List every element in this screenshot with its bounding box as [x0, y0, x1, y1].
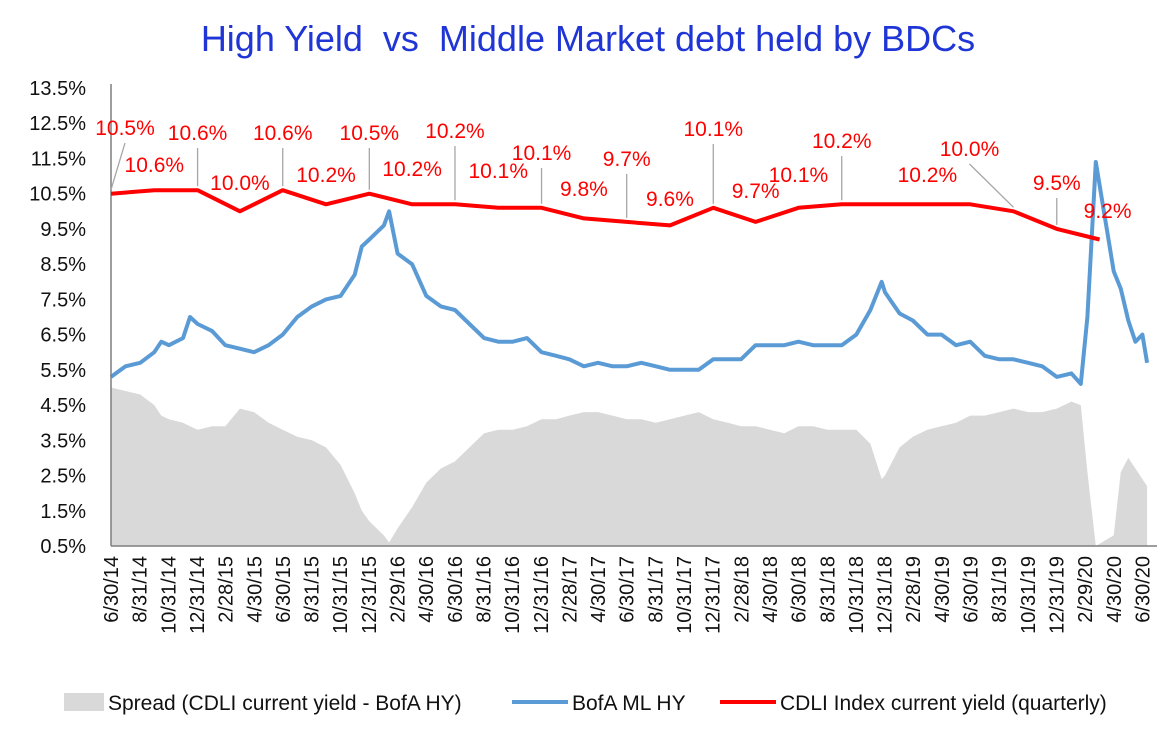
chart-title: High Yield vs Middle Market debt held by…	[200, 18, 976, 59]
x-tick-label: 12/31/19	[1046, 556, 1068, 634]
cdli-data-label: 10.1%	[684, 118, 744, 141]
x-tick-label: 2/28/17	[559, 556, 581, 623]
cdli-data-label: 9.8%	[560, 178, 608, 201]
leader-line	[110, 142, 126, 190]
x-tick-label: 8/31/17	[645, 556, 667, 623]
cdli-data-label: 10.6%	[125, 154, 185, 177]
cdli-data-label: 10.5%	[95, 117, 155, 140]
x-tick-label: 6/30/15	[273, 556, 295, 623]
x-tick-label: 8/31/16	[473, 556, 495, 623]
x-tick-label: 6/30/17	[617, 556, 639, 623]
x-tick-label: 12/31/15	[359, 556, 381, 634]
cdli-data-label: 10.5%	[340, 122, 400, 145]
legend-label: Spread (CDLI current yield - BofA HY)	[108, 692, 462, 715]
cdli-data-label: 9.2%	[1084, 200, 1132, 223]
x-tick-label: 4/30/16	[416, 556, 438, 623]
y-tick-label: 3.5%	[40, 430, 86, 452]
x-tick-label: 10/31/19	[1018, 556, 1040, 634]
y-tick-label: 12.5%	[29, 113, 86, 135]
y-tick-label: 13.5%	[29, 78, 86, 100]
legend-label: CDLI Index current yield (quarterly)	[780, 692, 1107, 715]
x-tick-label: 4/30/15	[244, 556, 266, 623]
cdli-data-label: 10.2%	[812, 130, 872, 153]
x-tick-label: 8/31/19	[989, 556, 1011, 623]
x-tick-label: 6/30/19	[961, 556, 983, 623]
y-tick-label: 11.5%	[31, 148, 86, 170]
x-tick-label: 10/31/17	[674, 556, 696, 634]
cdli-data-label: 10.0%	[940, 138, 1000, 161]
y-tick-label: 8.5%	[40, 254, 86, 276]
x-tick-label: 6/30/20	[1132, 556, 1154, 623]
cdli-data-label: 10.1%	[512, 142, 572, 165]
cdli-data-label: 10.1%	[769, 164, 829, 187]
cdli-data-label: 10.2%	[296, 164, 356, 187]
x-tick-label: 10/31/14	[158, 556, 180, 634]
x-tick-label: 2/28/19	[903, 556, 925, 623]
x-tick-label: 10/31/16	[502, 556, 524, 634]
bofa-hy-line	[109, 160, 1150, 386]
cdli-data-label: 10.2%	[425, 120, 485, 143]
cdli-data-label: 9.6%	[646, 188, 694, 211]
cdli-line	[110, 188, 1101, 242]
x-tick-label: 8/31/15	[302, 556, 324, 623]
y-tick-label: 1.5%	[40, 501, 86, 523]
y-tick-label: 4.5%	[40, 395, 86, 417]
cdli-data-label: 10.6%	[253, 122, 313, 145]
x-tick-label: 6/30/16	[445, 556, 467, 623]
cdli-data-label: 9.5%	[1033, 172, 1081, 195]
x-tick-label: 4/30/17	[588, 556, 610, 623]
x-tick-label: 10/31/15	[330, 556, 352, 634]
x-tick-label: 8/31/14	[130, 556, 152, 623]
x-tick-label: 12/31/17	[703, 556, 725, 634]
y-tick-label: 5.5%	[40, 360, 86, 382]
x-tick-label: 6/30/18	[789, 556, 811, 623]
x-tick-label: 4/30/18	[760, 556, 782, 623]
x-tick-label: 2/29/20	[1075, 556, 1097, 623]
cdli-data-label: 10.2%	[898, 164, 958, 187]
y-tick-label: 0.5%	[40, 536, 86, 558]
x-tick-label: 2/28/15	[216, 556, 238, 623]
cdli-data-label: 10.0%	[210, 172, 270, 195]
x-tick-label: 2/29/16	[388, 556, 410, 623]
cdli-data-label: 9.7%	[732, 180, 780, 203]
spread-area	[111, 387, 1148, 546]
cdli-data-label: 10.1%	[468, 160, 528, 183]
x-tick-label: 2/28/18	[731, 556, 753, 623]
x-tick-label: 10/31/18	[846, 556, 868, 634]
y-tick-label: 10.5%	[29, 184, 86, 206]
legend-label: BofA ML HY	[572, 692, 686, 715]
x-tick-label: 6/30/14	[101, 556, 123, 623]
y-tick-label: 2.5%	[40, 466, 86, 488]
x-tick-label: 4/30/20	[1104, 556, 1126, 623]
x-tick-label: 12/31/14	[187, 556, 209, 634]
y-tick-label: 7.5%	[40, 289, 86, 311]
cdli-data-label: 9.7%	[603, 148, 651, 171]
x-tick-label: 4/30/19	[932, 556, 954, 623]
legend-swatch-spread	[64, 693, 104, 711]
y-tick-label: 6.5%	[40, 325, 86, 347]
cdli-data-label: 10.2%	[382, 158, 442, 181]
leader-line	[969, 163, 1014, 208]
cdli-data-label: 10.6%	[168, 122, 228, 145]
y-tick-label: 9.5%	[40, 219, 86, 241]
x-tick-label: 12/31/16	[531, 556, 553, 634]
x-tick-label: 12/31/18	[875, 556, 897, 634]
x-tick-label: 8/31/18	[817, 556, 839, 623]
